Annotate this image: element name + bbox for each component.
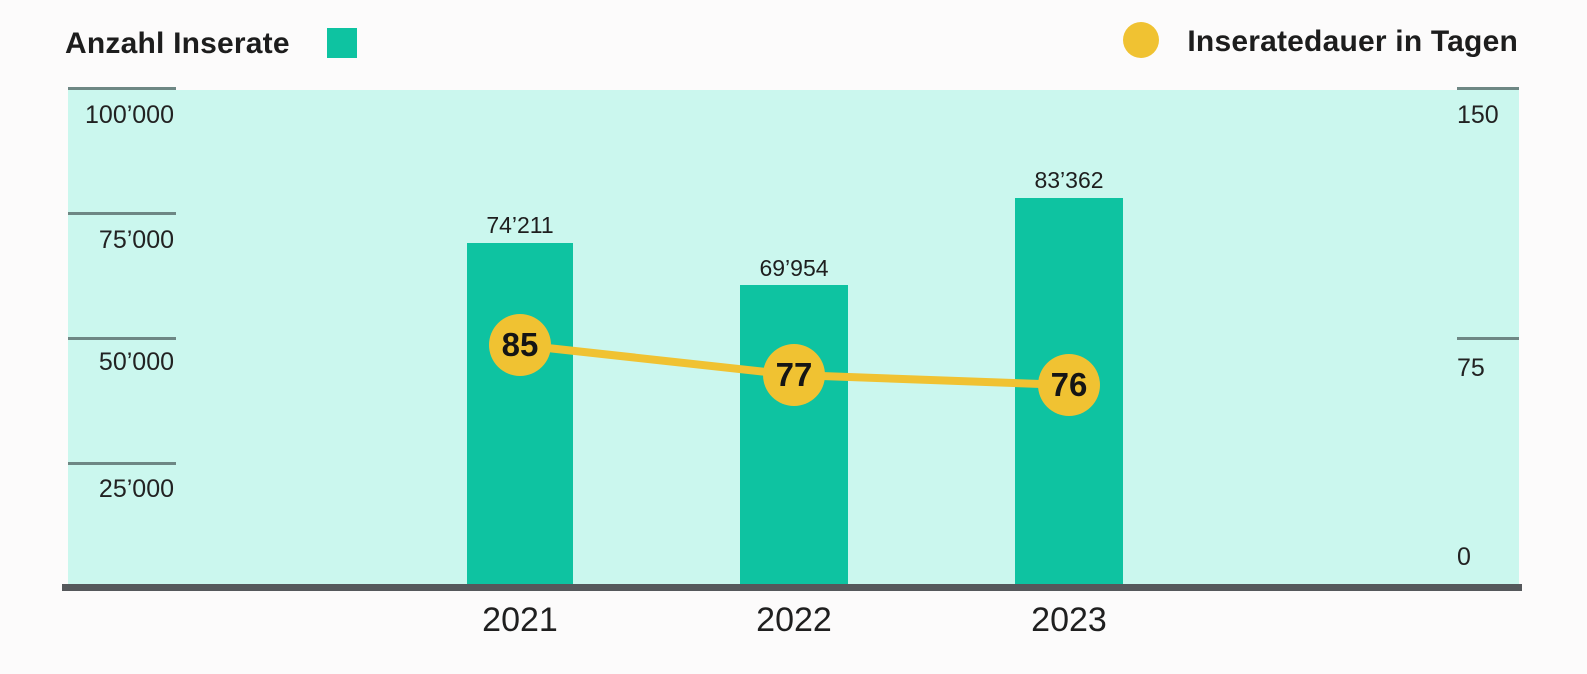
y-axis-left-tick-label: 100’000 [85, 101, 174, 129]
x-axis-label-2021: 2021 [482, 601, 558, 639]
bar-value-label-2021: 74’211 [486, 212, 554, 238]
x-axis-baseline [62, 584, 1522, 591]
y-axis-left-tick-line [68, 87, 176, 90]
y-axis-right-tick-line [1457, 87, 1519, 90]
bar-value-label-2022: 69’954 [759, 255, 829, 281]
line-dot-value-2021: 85 [501, 326, 539, 363]
y-axis-left-tick-line [68, 212, 176, 215]
legend-anzahl-inserate-label: Anzahl Inserate [65, 27, 290, 60]
line-dot-value-2022: 77 [775, 356, 813, 393]
line-dot-2022: 77 [763, 344, 825, 406]
y-axis-right-tick-line [1457, 337, 1519, 340]
x-axis-label-2023: 2023 [1031, 601, 1107, 639]
bar-series-swatch-icon [327, 28, 357, 58]
bar-value-label-2023: 83’362 [1034, 167, 1104, 193]
y-axis-right-tick-label: 150 [1457, 101, 1499, 129]
y-axis-left-tick-label: 25’000 [98, 475, 174, 503]
line-dot-2021: 85 [489, 314, 551, 376]
legend-inseratedauer-label: Inseratedauer in Tagen [1187, 25, 1518, 58]
line-dot-2023: 76 [1038, 354, 1100, 416]
bar-2021 [467, 243, 573, 584]
y-axis-left-tick-line [68, 462, 176, 465]
x-axis-label-2022: 2022 [756, 601, 832, 639]
y-axis-left-tick-label: 50’000 [98, 348, 174, 376]
y-axis-right-tick-label: 75 [1457, 354, 1485, 382]
y-axis-right-tick-label: 0 [1457, 543, 1471, 571]
line-series-dot-icon [1123, 22, 1159, 58]
line-dot-value-2023: 76 [1050, 366, 1088, 403]
bar-2022 [740, 285, 848, 584]
y-axis-left-tick-line [68, 337, 176, 340]
y-axis-left-tick-label: 75’000 [98, 226, 174, 254]
